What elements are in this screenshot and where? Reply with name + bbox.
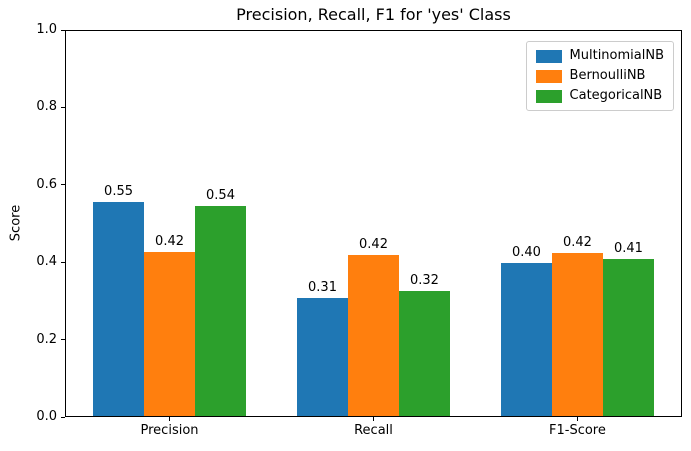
bar (398, 291, 450, 416)
legend-swatch (535, 49, 562, 63)
x-tick-mark (169, 417, 171, 421)
bar-value-label: 0.55 (104, 184, 133, 199)
bar-value-label: 0.41 (613, 241, 643, 257)
legend-item: CategoricalNB (535, 88, 664, 104)
y-tick-mark (61, 416, 65, 418)
legend: MultinomialNB BernoulliNB CategoricalNB (525, 41, 674, 111)
y-tick-label: 1.0 (36, 22, 57, 37)
bar-value-label: 0.42 (359, 236, 388, 252)
bar (195, 205, 246, 416)
x-tick-label: Precision (140, 423, 199, 438)
chart-title: Precision, Recall, F1 for 'yes' Class (236, 5, 511, 24)
bar-value-label: 0.32 (410, 273, 439, 288)
legend-item: MultinomialNB (535, 48, 664, 64)
x-tick-mark (373, 417, 374, 421)
y-tick-label: 0.8 (36, 99, 57, 115)
legend-label: CategoricalNB (569, 88, 663, 103)
y-axis-label: Score (8, 204, 24, 242)
bar-value-label: 0.42 (562, 235, 592, 251)
bar (144, 251, 196, 416)
bar (93, 202, 145, 416)
legend-swatch (535, 69, 562, 83)
legend-swatch (535, 89, 562, 103)
bar (602, 259, 654, 416)
y-tick-mark (61, 261, 65, 263)
y-tick-mark (61, 339, 65, 341)
y-tick-mark (61, 106, 65, 108)
y-tick-label: 0.0 (36, 409, 57, 424)
x-tick-mark (576, 417, 578, 421)
bar (551, 253, 603, 416)
y-tick-mark (61, 184, 65, 186)
bar-value-label: 0.42 (155, 233, 184, 249)
bar-value-label: 0.31 (308, 279, 337, 295)
bar (297, 297, 348, 416)
bar-value-label: 0.40 (511, 245, 541, 261)
y-tick-label: 0.6 (36, 176, 57, 192)
x-tick-label: F1-Score (549, 423, 606, 438)
x-tick-label: Recall (354, 423, 393, 438)
plot-area: MultinomialNB BernoulliNB CategoricalNB 0.… (65, 30, 682, 417)
legend-label: MultinomialNB (569, 48, 664, 63)
legend-label: BernoulliNB (569, 68, 646, 83)
bar (348, 254, 399, 416)
bar-value-label: 0.54 (206, 187, 235, 203)
y-tick-label: 0.4 (36, 254, 57, 270)
bar (500, 263, 552, 416)
y-tick-mark (61, 29, 65, 31)
legend-item: BernoulliNB (535, 68, 664, 84)
y-tick-label: 0.2 (36, 331, 57, 347)
